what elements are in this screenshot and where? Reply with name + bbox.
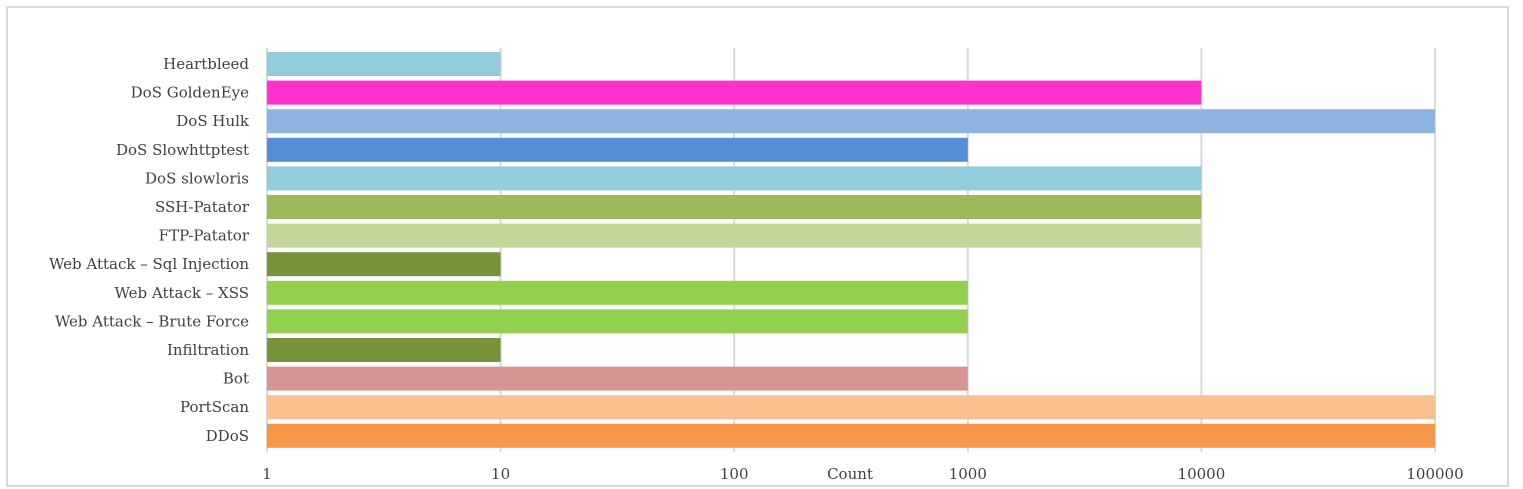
bar-portscan bbox=[267, 395, 1435, 420]
bars bbox=[267, 52, 1435, 448]
x-tick-label: 1000 bbox=[949, 465, 987, 483]
x-tick-label: 10 bbox=[491, 465, 510, 483]
bar-dos-slowhttptest bbox=[267, 137, 968, 162]
bar-infiltration bbox=[267, 338, 501, 362]
category-label: Web Attack – XSS bbox=[114, 284, 249, 302]
bar-ftp-patator bbox=[267, 223, 1202, 248]
category-label: DoS slowloris bbox=[145, 169, 249, 187]
category-label: FTP-Patator bbox=[159, 227, 250, 245]
bar-ssh-patator bbox=[267, 195, 1202, 219]
category-label: Bot bbox=[223, 370, 249, 388]
bar-web-attack-xss bbox=[267, 280, 968, 305]
category-label: Heartbleed bbox=[163, 55, 249, 73]
category-label: Infiltration bbox=[167, 341, 249, 359]
category-label: DoS Hulk bbox=[176, 112, 250, 130]
x-tick-label: 10000 bbox=[1178, 465, 1226, 483]
x-tick-labels: 1 10 100 1000 10000 100000 bbox=[262, 465, 1463, 483]
category-label: Web Attack – Brute Force bbox=[55, 312, 249, 330]
category-label: PortScan bbox=[180, 398, 249, 416]
category-labels: Heartbleed DoS GoldenEye DoS Hulk DoS Slowh… bbox=[49, 55, 250, 445]
category-label: SSH-Patator bbox=[155, 198, 250, 216]
bar-web-attack-brute-force bbox=[267, 309, 968, 334]
bar-web-attack-sql-injection bbox=[267, 252, 501, 277]
category-label: Web Attack – Sql Injection bbox=[49, 255, 249, 273]
x-tick-label: 1 bbox=[262, 465, 272, 483]
bar-heartbleed bbox=[267, 52, 501, 76]
gridlines bbox=[266, 48, 1436, 452]
bar-ddos bbox=[267, 423, 1435, 448]
x-tick-label: 100000 bbox=[1406, 465, 1463, 483]
category-label: DoS Slowhttptest bbox=[116, 141, 249, 159]
bar-bot bbox=[267, 366, 968, 391]
category-label: DDoS bbox=[206, 427, 249, 445]
bar-dos-goldeneye bbox=[267, 80, 1202, 105]
bar-dos-hulk bbox=[267, 109, 1435, 134]
bar-dos-slowloris bbox=[267, 166, 1202, 191]
x-axis-title: Count bbox=[827, 465, 873, 483]
x-tick-label: 100 bbox=[720, 465, 749, 483]
category-label: DoS GoldenEye bbox=[131, 84, 249, 102]
